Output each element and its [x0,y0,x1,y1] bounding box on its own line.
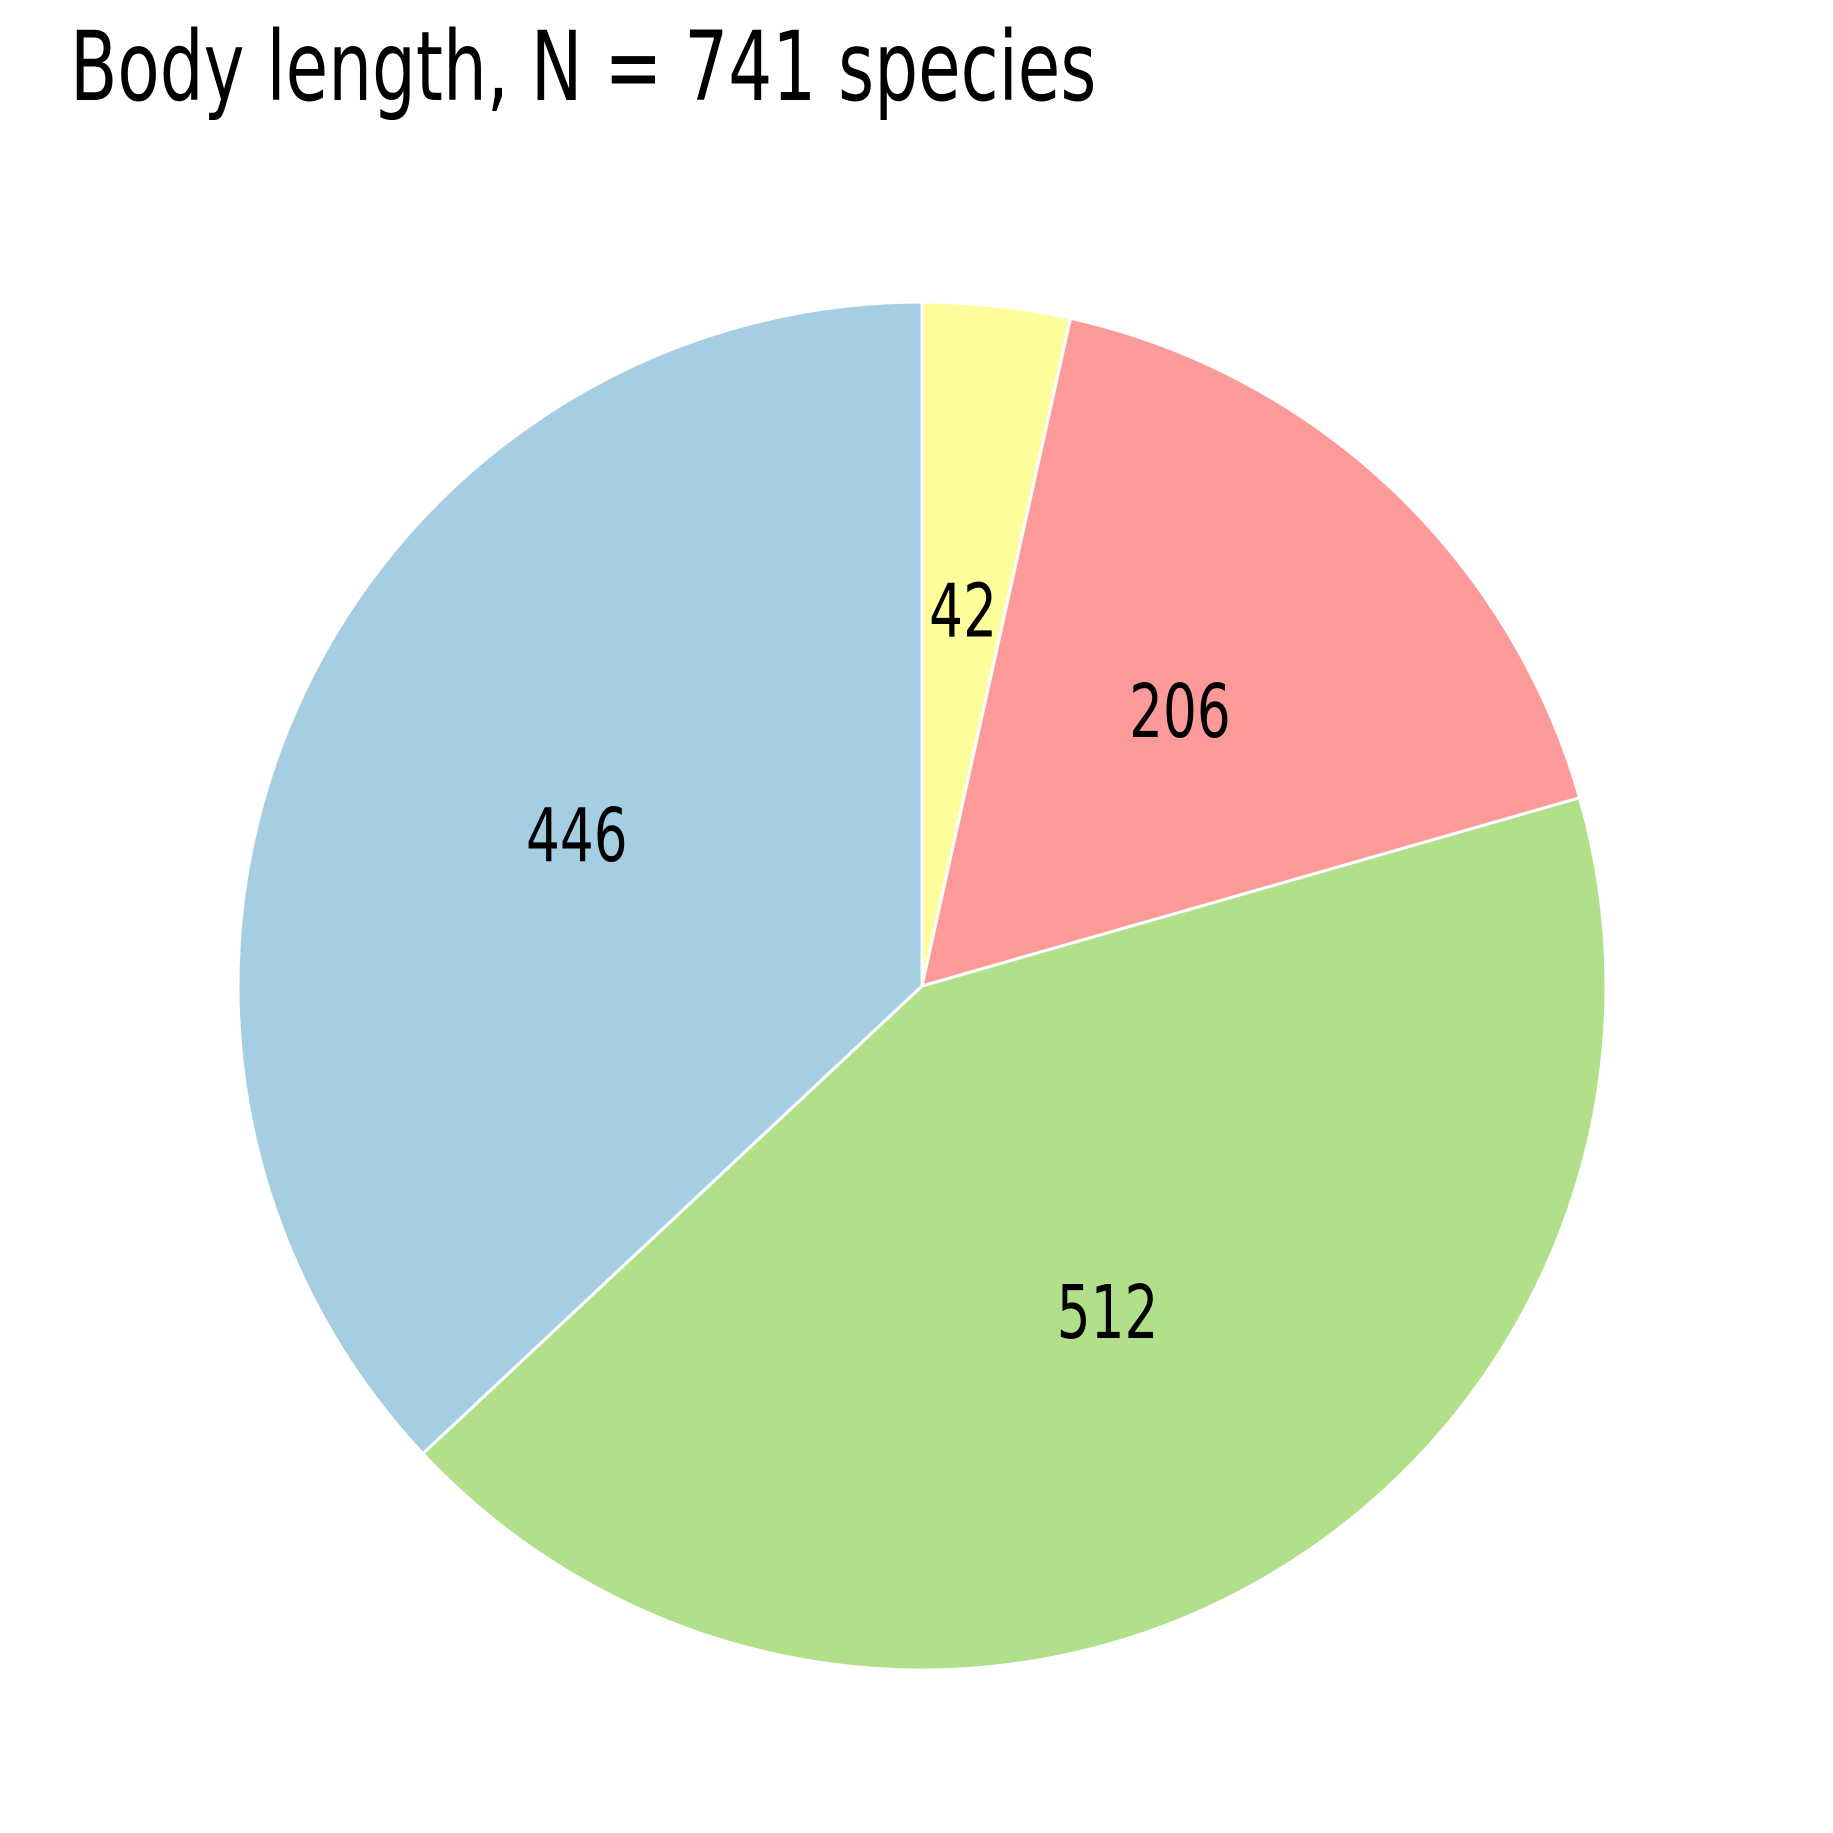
chart-title: Body length, N = 741 species [70,11,1097,123]
slice-label-446: 446 [526,793,628,879]
pie-slice-446 [236,300,924,1456]
slice-label-42: 42 [929,569,997,655]
pie-labels: 42 206 512 446 [526,569,1231,1356]
pie-slice-206 [919,316,1582,989]
pie-slices [236,300,1608,1672]
pie-slice-512 [420,795,1608,1672]
slice-label-206: 206 [1129,669,1231,755]
slice-label-512: 512 [1057,1270,1159,1356]
